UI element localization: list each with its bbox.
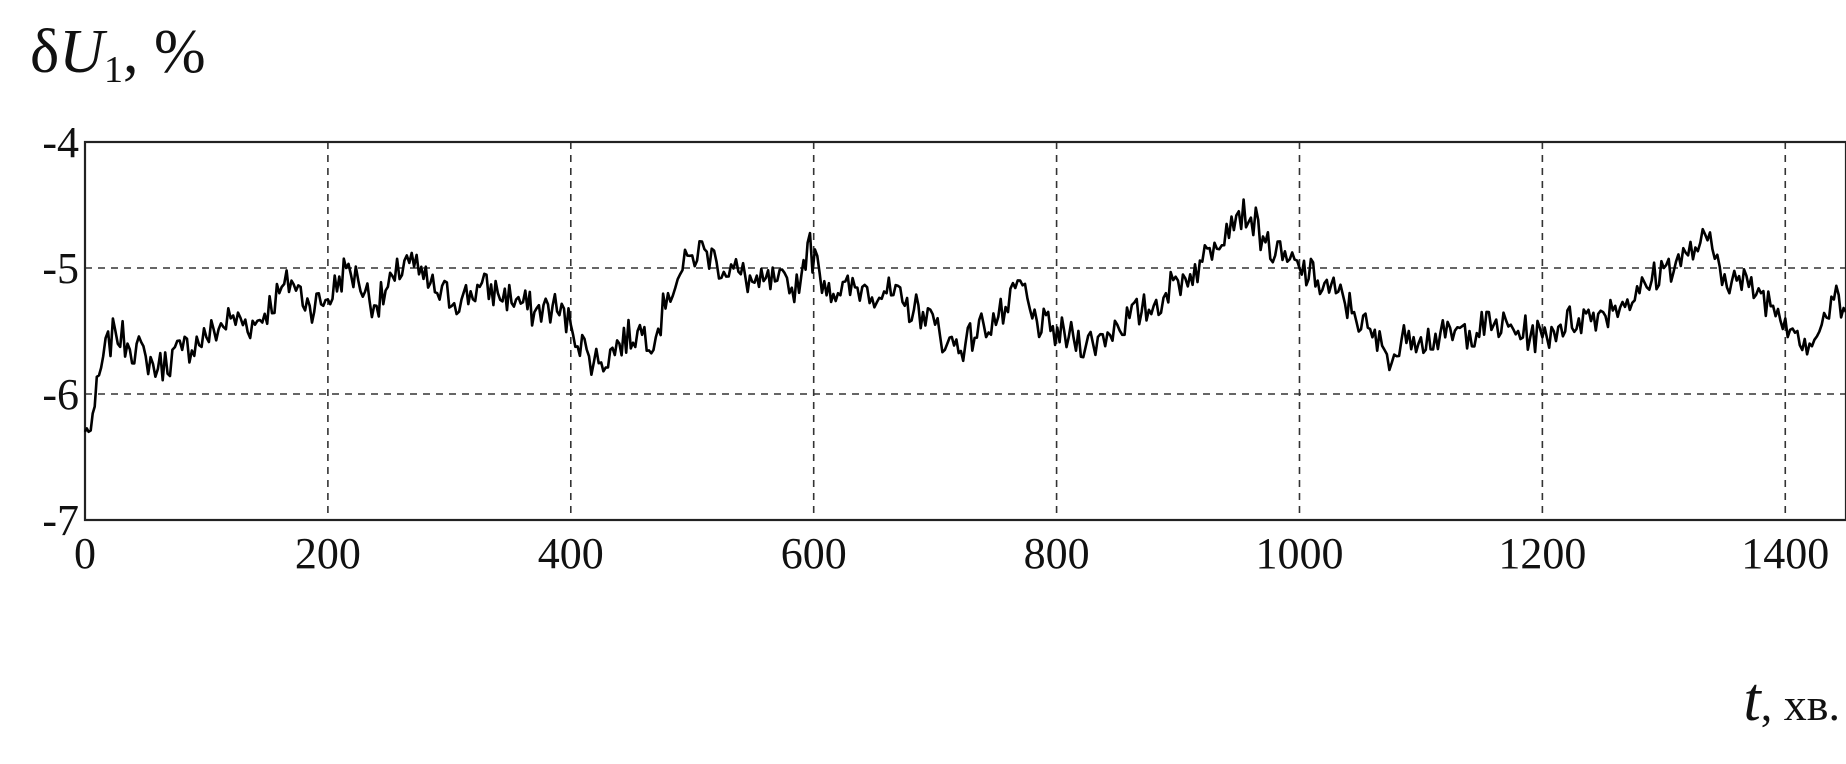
y-axis-title-variable: U [59, 18, 108, 86]
y-tick-label: -7 [42, 496, 79, 545]
y-axis-title-symbol: δ [30, 18, 59, 86]
x-tick-label: 800 [1024, 529, 1090, 578]
x-tick-label: 0 [74, 529, 96, 578]
x-tick-label: 600 [781, 529, 847, 578]
y-tick-label: -4 [42, 118, 79, 167]
x-axis-title-unit: , хв. [1761, 679, 1840, 730]
tick-labels: 0 200 400 600 800 1000 1200 1400 -4 -5 -6 -7 [42, 118, 1829, 578]
y-axis-title-subscript: 1 [104, 49, 123, 91]
y-tick-label: -5 [42, 244, 79, 293]
series-layer [83, 198, 1846, 434]
x-axis-title-variable: t [1744, 666, 1763, 734]
x-tick-label: 1400 [1741, 529, 1829, 578]
y-axis-title: δU1, % [30, 18, 206, 91]
x-tick-label: 1000 [1255, 529, 1343, 578]
x-axis-title: t, хв. [1744, 666, 1840, 734]
y-axis-title-unit: , % [123, 18, 206, 86]
series-line [83, 198, 1846, 434]
x-tick-label: 400 [538, 529, 604, 578]
x-tick-label: 1200 [1498, 529, 1586, 578]
x-tick-label: 200 [295, 529, 361, 578]
plot-frame [83, 140, 1846, 522]
y-tick-label: -6 [42, 370, 79, 419]
